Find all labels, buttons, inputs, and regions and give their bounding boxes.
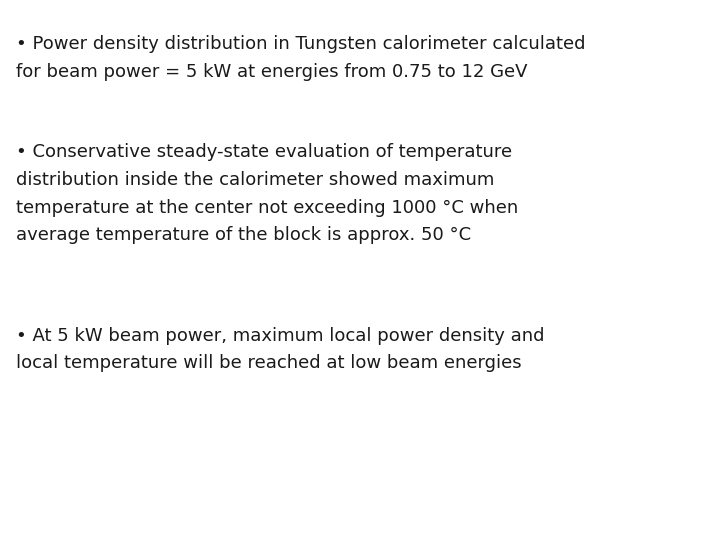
Text: • Power density distribution in Tungsten calorimeter calculated
for beam power =: • Power density distribution in Tungsten… bbox=[16, 35, 585, 81]
Text: • At 5 kW beam power, maximum local power density and
local temperature will be : • At 5 kW beam power, maximum local powe… bbox=[16, 327, 544, 373]
Text: • Conservative steady-state evaluation of temperature
distribution inside the ca: • Conservative steady-state evaluation o… bbox=[16, 143, 518, 245]
